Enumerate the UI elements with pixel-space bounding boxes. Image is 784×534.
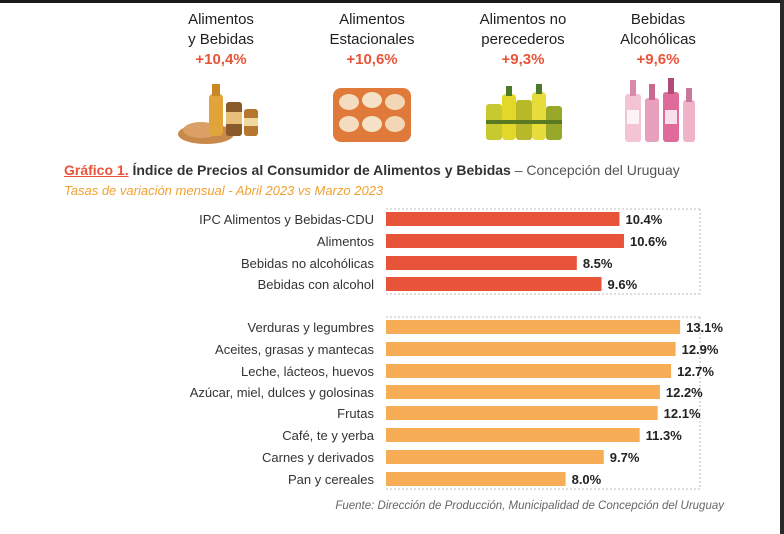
category-label: Alimentos	[317, 234, 375, 249]
bar	[386, 342, 676, 356]
bar	[386, 364, 672, 378]
bar	[386, 385, 660, 399]
category-label: Bebidas con alcohol	[258, 277, 374, 292]
value-label: 10.4%	[625, 212, 662, 227]
food-and-drinks-icon	[178, 84, 258, 144]
bar-chart: IPC Alimentos y Bebidas-CDU 10.4% Alimento…	[190, 208, 723, 490]
chart-title-main: Índice de Precios al Consumidor de Alime…	[128, 162, 511, 178]
card-label: Bebidas Alcohólicas	[620, 11, 696, 48]
value-label: 8.0%	[572, 472, 602, 487]
value-label: 12.7%	[677, 364, 714, 379]
top-border	[0, 0, 784, 3]
category-label: IPC Alimentos y Bebidas-CDU	[199, 212, 374, 227]
bar	[386, 256, 577, 270]
bar	[386, 472, 566, 486]
value-label: 13.1%	[686, 320, 723, 335]
bar	[386, 406, 658, 420]
card-value: +10,6%	[346, 51, 398, 68]
value-label: 12.2%	[666, 385, 703, 400]
value-label: 8.5%	[583, 256, 613, 271]
card-alimentos-no-perecederos: Alimentos no perecederos +9,3%	[458, 10, 588, 146]
category-label: Frutas	[337, 406, 374, 421]
bar	[386, 212, 620, 226]
card-value: +10,4%	[195, 51, 247, 68]
card-value: +9,6%	[636, 51, 680, 68]
category-label: Aceites, grasas y mantecas	[215, 342, 374, 357]
chart-subtitle: Tasas de variación mensual - Abril 2023 …	[64, 183, 384, 198]
bar	[386, 320, 681, 334]
bar	[386, 450, 604, 464]
category-label: Azúcar, miel, dulces y golosinas	[190, 385, 375, 400]
chart-title-prefix: Gráfico 1.	[64, 162, 129, 178]
bar	[386, 234, 624, 248]
eggs-tray-icon	[333, 88, 411, 142]
liquor-bottles-icon	[625, 78, 695, 142]
card-value: +9,3%	[501, 51, 545, 68]
card-label: Alimentos y Bebidas	[188, 11, 254, 48]
chart-title-suffix: – Concepción del Uruguay	[510, 162, 680, 178]
value-label: 9.7%	[610, 450, 640, 465]
category-label: Leche, lácteos, huevos	[241, 364, 374, 379]
category-label: Verduras y legumbres	[248, 320, 375, 335]
source-note: Fuente: Dirección de Producción, Municip…	[335, 500, 724, 512]
card-alimentos-bebidas: Alimentos y Bebidas +10,4%	[156, 10, 286, 146]
value-label: 9.6%	[608, 277, 638, 292]
bar	[386, 277, 602, 291]
value-label: 10.6%	[630, 234, 667, 249]
canned-goods-icon	[486, 84, 562, 140]
card-label: Alimentos no perecederos	[479, 11, 567, 48]
category-label: Café, te y yerba	[282, 428, 375, 443]
category-label: Pan y cereales	[288, 472, 374, 487]
right-border	[780, 0, 784, 534]
value-label: 12.9%	[682, 342, 719, 357]
card-alimentos-estacionales: Alimentos Estacionales +10,6%	[307, 10, 437, 146]
chart-title: Gráfico 1. Índice de Precios al Consumid…	[64, 162, 680, 178]
category-label: Carnes y derivados	[262, 450, 374, 465]
category-label: Bebidas no alcohólicas	[241, 256, 374, 271]
card-bebidas-alcoholicas: Bebidas Alcohólicas +9,6%	[593, 10, 723, 146]
value-label: 12.1%	[664, 406, 701, 421]
value-label: 11.3%	[646, 428, 683, 443]
bar	[386, 428, 640, 442]
card-label: Alimentos Estacionales	[329, 11, 415, 48]
